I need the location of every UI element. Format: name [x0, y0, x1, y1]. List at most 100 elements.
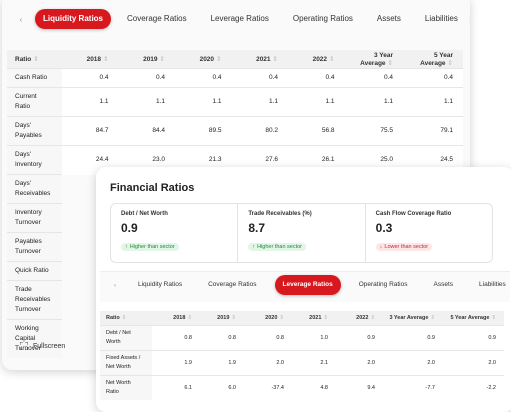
tab[interactable]: Leverage Ratios	[274, 275, 341, 295]
column-label: 2020	[199, 56, 215, 63]
cell: 1.1	[288, 87, 345, 117]
cell: 0.8	[200, 325, 244, 351]
ratio-table: Ratio ⇕ 2018 ⇕ 2019 ⇕ 2020 ⇕ 2021 ⇕ 2022 ⇕ 3 Year Av…	[7, 50, 463, 358]
tab-bar: ‹ Liquidity Ratios Coverage Ratios Leverage…	[106, 274, 511, 296]
row-label: Current Ratio	[7, 87, 62, 117]
cell: 1.1	[231, 87, 288, 117]
column-label: 2018	[86, 56, 102, 63]
trend-icon: ↑	[252, 244, 256, 250]
sort-icon[interactable]: ⇕	[272, 56, 278, 63]
tab[interactable]: Liabilities	[424, 14, 458, 23]
sort-icon[interactable]: ⇕	[447, 59, 453, 67]
column-label: 5 Year Average	[420, 51, 453, 67]
fullscreen-label: Fullscreen	[33, 342, 66, 350]
table-row: Net Worth Ratio 6.1 6.0 -37.4 4.8 9.4 -7.7 -2.2	[100, 375, 504, 400]
prev-arrow[interactable]: ‹	[19, 14, 23, 24]
metrics-panel: Debt / Net Worth 0.9 ↑ Higher than sector Tr…	[110, 203, 493, 263]
trend-icon: ↑	[125, 244, 128, 250]
cell: 0.4	[118, 68, 175, 88]
sector-badge: ↑ Higher than sector	[121, 243, 179, 251]
cell: 79.1	[403, 116, 463, 146]
row-label: Days' Inventory	[7, 145, 62, 175]
badge-text: Higher than sector	[129, 244, 175, 250]
metric-label: Cash Flow Coverage Ratio	[375, 211, 452, 217]
row-label: Net Worth Ratio	[100, 375, 152, 400]
cell: 1.1	[118, 87, 175, 117]
tab[interactable]: Assets	[376, 14, 401, 23]
column-header: 2018 ⇕	[62, 50, 119, 69]
cell: 56.8	[288, 116, 345, 146]
sort-icon[interactable]: ⇕	[279, 315, 284, 321]
header-row: Ratio ⇕ 2018 ⇕ 2019 ⇕ 2020 ⇕ 2021 ⇕ 2022 ⇕ 3 Year Av…	[7, 50, 463, 69]
cell: 2.0	[443, 350, 504, 376]
sector-badge: ↑ Higher than sector	[248, 243, 307, 251]
cell: 2.0	[383, 350, 443, 376]
tab[interactable]: Operating Ratios	[358, 281, 408, 288]
row-label: Fixed Assets / Net Worth	[100, 350, 152, 376]
sort-icon[interactable]: ⇕	[491, 315, 496, 321]
sort-icon[interactable]: ⇕	[159, 56, 165, 63]
page: ‹ Liquidity Ratios Coverage Ratios Leverage…	[2, 0, 511, 400]
tab[interactable]: Operating Ratios	[292, 14, 353, 23]
cell: 4.8	[292, 375, 336, 400]
trend-icon: ↓	[379, 244, 383, 250]
sort-icon[interactable]: ⇕	[121, 315, 127, 321]
sort-icon[interactable]: ⇕	[187, 315, 192, 321]
row-label: Trade Receivables Turnover	[7, 280, 62, 320]
row-label: Days' Payables	[7, 116, 62, 146]
cell: 1.1	[62, 87, 119, 117]
metric-value: 8.7	[248, 221, 266, 235]
tab[interactable]: Liquidity Ratios	[138, 281, 183, 288]
metric: Debt / Net Worth 0.9 ↑ Higher than sector	[111, 204, 237, 262]
cell: -37.4	[244, 375, 292, 400]
tab[interactable]: Assets	[433, 281, 454, 288]
cell: 0.4	[344, 68, 403, 88]
cell: 0.4	[175, 68, 232, 88]
column-label: 2022	[356, 315, 369, 321]
sort-icon[interactable]: ⇕	[231, 315, 236, 321]
column-header: 2020 ⇕	[244, 311, 292, 326]
table-row: Quick Ratio	[7, 261, 463, 281]
cell: 84.7	[62, 116, 119, 146]
column-header: Ratio ⇕	[100, 311, 152, 326]
table-row: Fixed Assets / Net Worth 1.9 1.9 2.0 2.1 2.0 2…	[100, 350, 504, 376]
header-row: Ratio ⇕ 2018 ⇕ 2019 ⇕ 2020 ⇕ 2021 ⇕ 2022 ⇕ 3 Year Av…	[100, 311, 504, 326]
tab[interactable]: Liquidity Ratios	[35, 9, 111, 29]
badge-text: Higher than sector	[257, 244, 303, 250]
sort-icon[interactable]: ⇕	[323, 315, 328, 321]
column-header: 3 Year Average ⇕	[344, 50, 403, 69]
column-header: Ratio ⇕	[7, 50, 62, 69]
column-label: 2019	[143, 56, 158, 63]
fullscreen-button[interactable]: Fullscreen	[20, 342, 65, 350]
prev-arrow[interactable]: ‹	[113, 281, 117, 289]
tab[interactable]: Leverage Ratios	[210, 14, 269, 23]
back-card: ‹ Liquidity Ratios Coverage Ratios Leverage…	[2, 0, 470, 370]
cell: 0.9	[443, 325, 504, 351]
tab[interactable]: Liabilities	[479, 281, 506, 288]
metric: Cash Flow Coverage Ratio 0.3 ↓ Lower than s…	[364, 204, 492, 262]
tab[interactable]: Coverage Ratios	[208, 281, 257, 288]
column-label: 5 Year Average	[450, 315, 490, 321]
metric: Trade Receivables (%) 8.7 ↑ Higher than sec…	[237, 204, 364, 262]
tab[interactable]: Coverage Ratios	[127, 14, 187, 23]
sort-icon[interactable]: ⇕	[103, 56, 109, 63]
sort-icon[interactable]: ⇕	[430, 315, 435, 321]
card-title: Financial Ratios	[110, 182, 195, 194]
cell: 2.1	[292, 350, 336, 376]
metric-label: Trade Receivables (%)	[248, 211, 312, 217]
cell: 89.5	[175, 116, 232, 146]
metric-value: 0.9	[121, 221, 138, 235]
column-label: 3 Year Average	[389, 315, 429, 321]
row-label: Inventory Turnover	[7, 203, 62, 233]
row-label: Payables Turnover	[7, 232, 62, 262]
cell: 80.2	[231, 116, 288, 146]
metric-value: 0.3	[375, 221, 393, 235]
table-row: Cash Ratio 0.4 0.4 0.4 0.4 0.4 0.4 0.4	[7, 68, 463, 88]
sort-icon[interactable]: ⇕	[370, 315, 375, 321]
sort-icon[interactable]: ⇕	[33, 56, 39, 63]
sort-icon[interactable]: ⇕	[387, 59, 393, 67]
table-row: Payables Turnover	[7, 232, 463, 262]
sort-icon[interactable]: ⇕	[216, 56, 222, 63]
sort-icon[interactable]: ⇕	[329, 56, 335, 63]
table-row: Working Capital Turnover	[7, 319, 463, 358]
